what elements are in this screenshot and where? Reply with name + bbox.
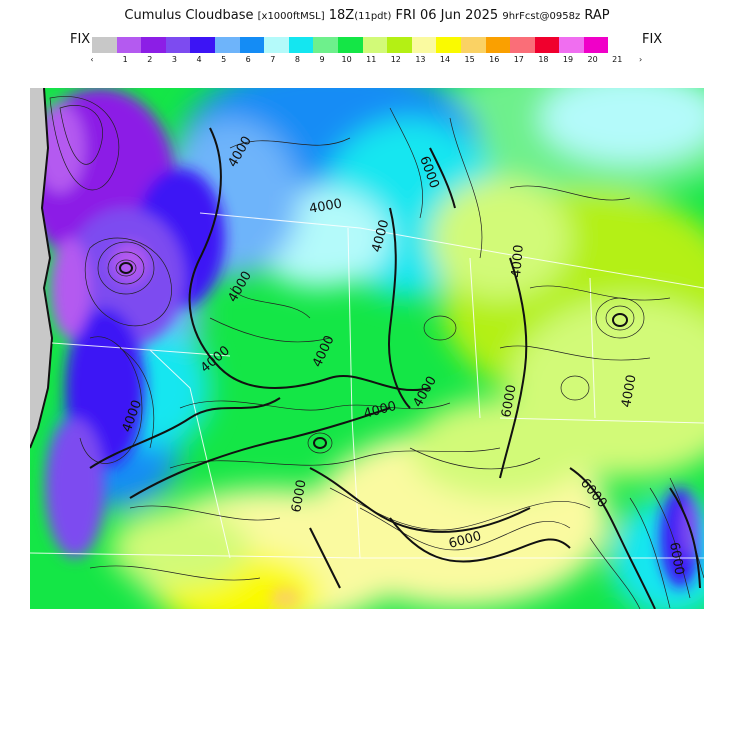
legend-under-mark: ‹ <box>90 55 94 64</box>
contour-label: 4000 <box>509 244 527 278</box>
contour-label: 6000 <box>666 541 687 576</box>
borders <box>30 212 704 559</box>
legend-swatch <box>239 37 265 53</box>
title-date: FRI 06 Jun 2025 <box>395 8 499 23</box>
color-scale-ticks: ‹ 1 2 3 4 5 6 7 8 9 10 11 12 13 14 15 16 17 18 19 20 21 › <box>90 55 643 67</box>
legend-tick-label: 3 <box>171 55 177 64</box>
legend-over-mark: › <box>638 55 643 64</box>
legend-swatch <box>165 37 191 53</box>
title-model: RAP <box>584 8 610 23</box>
legend-tick-label: 6 <box>245 55 251 64</box>
legend-swatch <box>362 37 388 53</box>
ocean-mask <box>30 88 52 448</box>
fix-right-label: FIX <box>642 32 663 47</box>
thin-contours <box>49 96 704 609</box>
legend-swatch <box>510 37 535 53</box>
legend-tick-label: 2 <box>147 55 153 64</box>
contour-label: 6000 <box>499 383 520 418</box>
legend-swatch <box>460 37 486 53</box>
legend-swatch <box>337 37 363 53</box>
legend-tick-label: 20 <box>587 55 598 64</box>
color-scale-legend <box>92 37 609 53</box>
legend-swatch <box>214 37 240 53</box>
legend-swatch <box>559 37 584 53</box>
bold-contours <box>89 127 701 609</box>
legend-swatch <box>264 37 289 53</box>
legend-tick-label: 14 <box>439 55 451 64</box>
legend-tick-label: 16 <box>489 55 500 64</box>
title-fcst: 9hrFcst@0958z <box>502 11 581 22</box>
legend-tick-label: 17 <box>513 55 524 64</box>
legend-tick-label: 7 <box>270 55 276 64</box>
contour-label: 6000 <box>289 478 310 513</box>
title-local: (11pdt) <box>354 11 392 22</box>
legend-tick-label: 15 <box>464 55 475 64</box>
contour-label: 4000 <box>308 196 343 217</box>
legend-tick-label: 12 <box>390 55 401 64</box>
fix-left-label: FIX <box>70 32 91 47</box>
legend-swatch <box>534 37 560 53</box>
legend-tick-label: 1 <box>122 55 128 64</box>
coastline <box>30 88 54 449</box>
title-main: Cumulus Cloudbase <box>124 8 254 23</box>
legend-swatch <box>190 37 215 53</box>
legend-swatch <box>583 37 609 53</box>
title-time: 18Z <box>328 8 355 23</box>
legend-tick-label: 8 <box>294 55 300 64</box>
legend-swatch <box>92 37 117 53</box>
legend-tick-label: 4 <box>196 55 202 64</box>
legend-swatch <box>411 37 437 53</box>
legend-tick-label: 5 <box>221 55 227 64</box>
contour-label: 4000 <box>619 373 640 408</box>
legend-swatch <box>387 37 412 53</box>
legend-tick-label: 10 <box>341 55 352 64</box>
chart-title: Cumulus Cloudbase [x1000ftMSL] 18Z(11pdt… <box>0 8 734 23</box>
legend-tick-label: 19 <box>562 55 574 64</box>
cloudbase-map: 4000 4000 4000 4000 4000 4000 4000 4000 4000 4000… <box>30 88 704 609</box>
legend-swatch <box>436 37 461 53</box>
legend-swatch <box>313 37 338 53</box>
legend-tick-label: 11 <box>366 55 377 64</box>
legend-tick-label: 18 <box>538 55 549 64</box>
title-units: [x1000ftMSL] <box>257 11 325 22</box>
legend-swatch <box>485 37 511 53</box>
legend-tick-label: 13 <box>415 55 426 64</box>
legend-tick-label: 9 <box>319 55 325 64</box>
legend-swatch <box>288 37 314 53</box>
legend-swatch <box>141 37 166 53</box>
legend-swatch <box>116 37 142 53</box>
legend-tick-label: 21 <box>612 55 623 64</box>
